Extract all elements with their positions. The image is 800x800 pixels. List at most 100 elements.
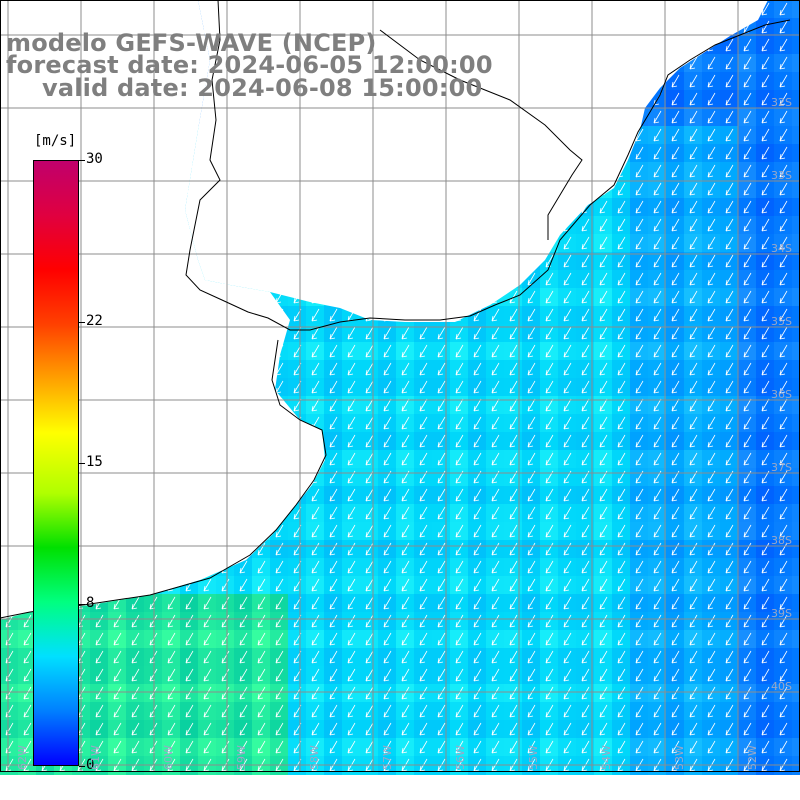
wind-arrow — [365, 614, 374, 628]
wind-cell — [792, 252, 800, 271]
wind-arrow — [653, 362, 662, 376]
wind-arrow — [239, 578, 248, 592]
wind-arrow — [401, 344, 410, 358]
wind-arrow — [725, 596, 734, 610]
wind-arrow — [185, 632, 194, 646]
wind-arrow — [383, 416, 392, 430]
wind-arrow — [653, 182, 662, 196]
wind-arrow — [653, 506, 662, 520]
wind-cell — [792, 720, 800, 739]
wind-arrow — [725, 56, 734, 70]
wind-arrow — [419, 416, 428, 430]
wind-arrow — [563, 254, 572, 268]
wind-arrow — [599, 254, 608, 268]
wind-arrow — [725, 38, 734, 52]
wind-arrow — [563, 704, 572, 718]
wind-arrow — [743, 128, 752, 142]
wind-arrow — [527, 542, 536, 556]
coastline — [185, 0, 791, 331]
wind-arrow — [653, 524, 662, 538]
wind-arrow — [617, 398, 626, 412]
wind-arrow — [761, 380, 770, 394]
wind-arrow — [743, 434, 752, 448]
wind-cell — [792, 90, 800, 109]
wind-arrow — [527, 524, 536, 538]
wind-arrow — [275, 596, 284, 610]
wind-arrow — [689, 92, 698, 106]
wind-arrow — [347, 722, 356, 736]
latitude-label: 40S — [771, 680, 792, 693]
wind-arrow — [599, 398, 608, 412]
wind-arrow — [383, 578, 392, 592]
wind-arrow — [527, 290, 536, 304]
wind-cell — [792, 198, 800, 217]
wind-arrow — [527, 452, 536, 466]
wind-arrow — [635, 290, 644, 304]
wind-arrow — [419, 452, 428, 466]
wind-arrow — [311, 650, 320, 664]
wind-arrow — [743, 56, 752, 70]
wind-arrow — [653, 578, 662, 592]
wind-cell — [792, 54, 800, 73]
wind-arrow — [653, 128, 662, 142]
coastline-uruguay-north — [379, 29, 583, 240]
wind-arrow — [491, 452, 500, 466]
wind-arrow — [761, 236, 770, 250]
wind-arrow — [131, 704, 140, 718]
wind-arrow — [509, 722, 518, 736]
wind-arrow — [563, 740, 572, 754]
wind-arrow — [617, 578, 626, 592]
wind-arrow — [725, 452, 734, 466]
colorbar-tick-label: 22 — [86, 312, 103, 329]
wind-arrow — [383, 398, 392, 412]
wind-arrow — [743, 200, 752, 214]
wind-arrow — [617, 560, 626, 574]
wind-arrow — [383, 344, 392, 358]
wind-arrow — [527, 434, 536, 448]
wind-arrow — [761, 164, 770, 178]
wind-arrow — [383, 560, 392, 574]
wind-arrow — [509, 650, 518, 664]
wind-arrow — [635, 254, 644, 268]
wind-arrow — [617, 380, 626, 394]
wind-arrow — [365, 722, 374, 736]
wind-arrow — [347, 632, 356, 646]
wind-arrow — [491, 596, 500, 610]
wind-arrow — [779, 92, 788, 106]
wind-arrow — [185, 668, 194, 682]
wind-arrow — [239, 686, 248, 700]
wind-cell — [792, 468, 800, 487]
wind-arrow — [743, 38, 752, 52]
wind-arrow — [671, 650, 680, 664]
wind-arrow — [779, 2, 788, 16]
wind-arrow — [527, 560, 536, 574]
wind-cell — [792, 414, 800, 433]
wind-cell — [792, 0, 800, 19]
wind-arrow — [509, 452, 518, 466]
wind-arrow — [707, 452, 716, 466]
wind-arrow — [383, 668, 392, 682]
wind-arrow — [707, 56, 716, 70]
wind-arrow — [635, 542, 644, 556]
title-forecast-date: forecast date: 2024-06-05 12:00:00 — [6, 51, 493, 79]
wind-arrow — [779, 236, 788, 250]
wind-arrow — [653, 542, 662, 556]
wind-arrow — [689, 254, 698, 268]
wind-arrow — [473, 326, 482, 340]
wind-arrow — [275, 668, 284, 682]
wind-arrow — [239, 596, 248, 610]
wind-arrow — [491, 542, 500, 556]
wind-arrow — [779, 254, 788, 268]
colorbar-tick-mark — [79, 160, 85, 161]
wind-arrow — [707, 362, 716, 376]
wind-arrow — [671, 704, 680, 718]
wind-arrow — [527, 668, 536, 682]
wind-arrow — [545, 416, 554, 430]
wind-arrow — [761, 254, 770, 268]
wind-arrow — [563, 650, 572, 664]
wind-arrow — [689, 596, 698, 610]
wind-arrow — [401, 362, 410, 376]
wind-arrow — [545, 524, 554, 538]
wind-arrow — [491, 560, 500, 574]
wind-arrow — [599, 578, 608, 592]
